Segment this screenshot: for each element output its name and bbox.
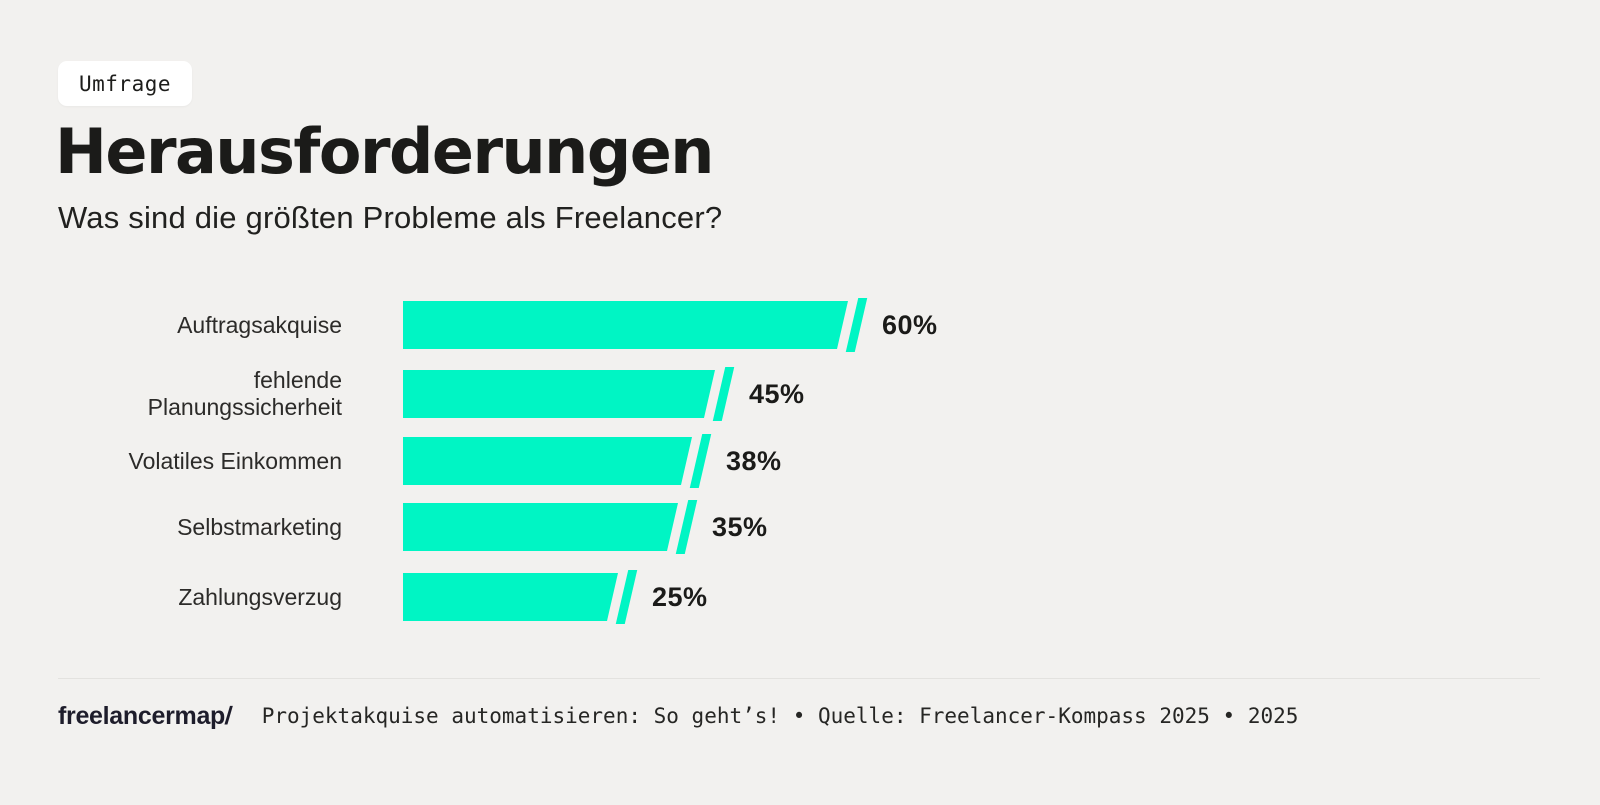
bar-value: 35%	[712, 511, 768, 542]
freelancermap-logo: freelancermap/	[58, 701, 233, 731]
bar-label: Selbstmarketing	[177, 513, 342, 540]
bar-slash-icon	[689, 434, 712, 488]
footer-caption: Projektakquise automatisieren: So geht’s…	[261, 704, 1299, 728]
bar-slash-icon	[712, 367, 735, 421]
footer: freelancermap/ Projektakquise automatisi…	[58, 700, 1298, 732]
bar-value: 45%	[749, 378, 805, 409]
chart-row: Zahlungsverzug 25%	[0, 570, 1600, 624]
logo-text: freelancermap	[58, 701, 226, 730]
umfrage-badge: Umfrage	[58, 61, 193, 106]
chart-row: fehlende Planungssicherheit 45%	[0, 367, 1600, 421]
bar-value: 25%	[652, 581, 708, 612]
bar-label: Volatiles Einkommen	[128, 447, 343, 474]
bar	[403, 573, 618, 621]
bar-slash-icon	[845, 298, 868, 352]
bar-slash-icon	[675, 500, 698, 554]
footer-divider	[58, 678, 1540, 679]
bar-label: Zahlungsverzug	[178, 583, 342, 610]
bar-value: 60%	[882, 309, 938, 340]
bar-label: Auftragsakquise	[177, 311, 342, 338]
bar	[403, 301, 848, 349]
bar-value: 38%	[726, 445, 782, 476]
bar	[403, 370, 715, 418]
chart-row: Auftragsakquise 60%	[0, 298, 1600, 352]
badge-label: Umfrage	[79, 71, 172, 96]
page-title: Herausforderungen	[55, 115, 714, 188]
bar-label: fehlende Planungssicherheit	[147, 367, 342, 420]
bar	[403, 437, 692, 485]
bar	[403, 503, 678, 551]
chart-row: Selbstmarketing 35%	[0, 500, 1600, 554]
page-subtitle: Was sind die größten Probleme als Freela…	[58, 200, 723, 235]
chart-row: Volatiles Einkommen 38%	[0, 434, 1600, 488]
bar-slash-icon	[615, 570, 638, 624]
